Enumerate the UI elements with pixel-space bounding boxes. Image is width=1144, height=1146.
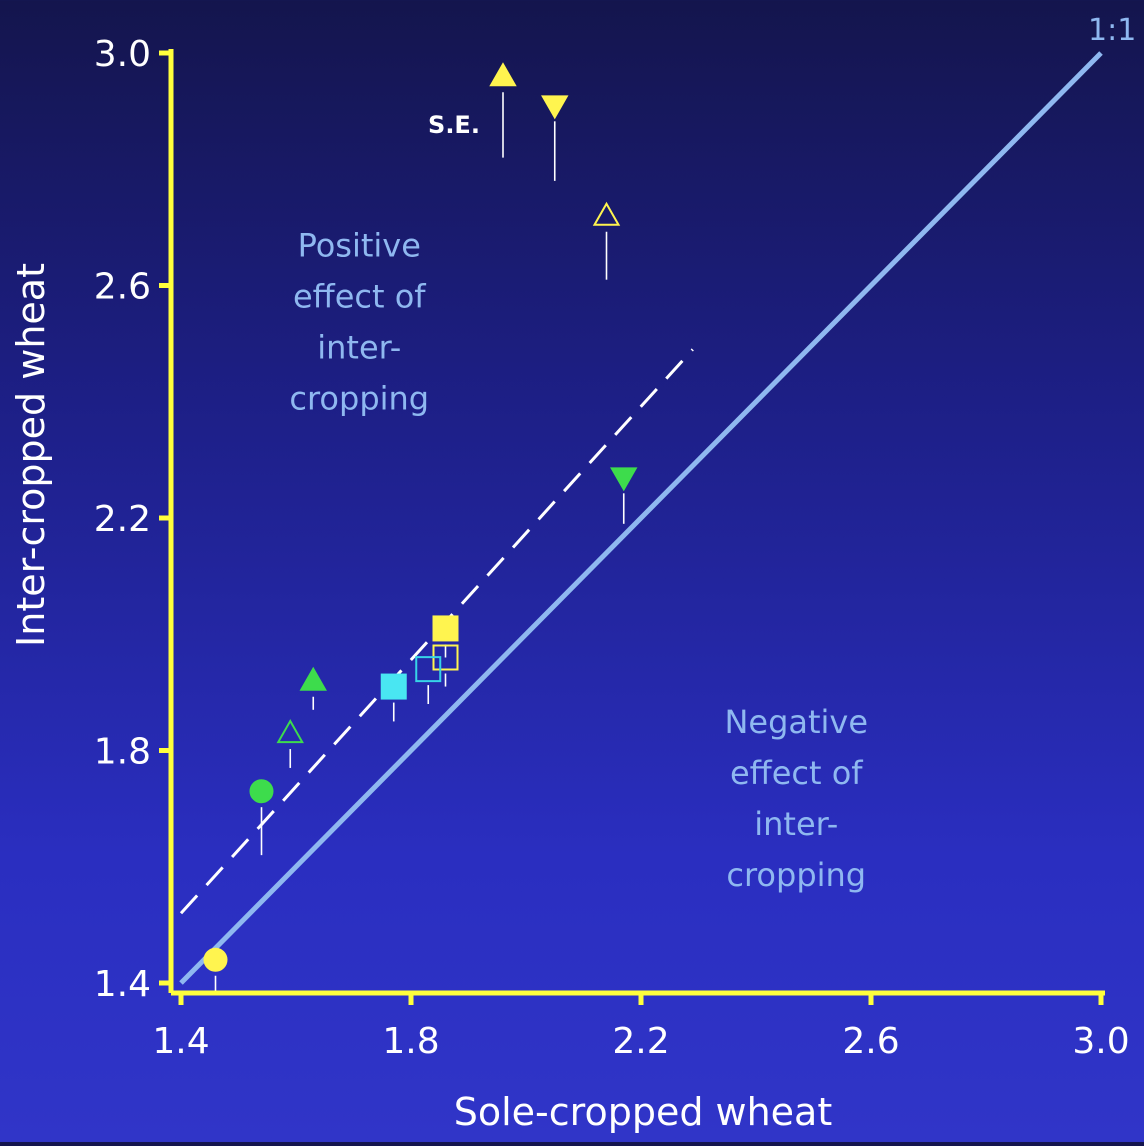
x-axis-label: Sole-cropped wheat (454, 1090, 833, 1134)
x-tick-label: 2.6 (842, 1021, 899, 1062)
data-point-11 (249, 779, 274, 804)
data-point-3 (592, 201, 621, 226)
reference-line-group (179, 51, 1103, 985)
y-tick-label: 1.8 (94, 732, 151, 773)
y-tick-label: 2.2 (94, 499, 151, 540)
one-to-one-line (179, 51, 1103, 985)
one-to-one-label: 1:1 (1088, 13, 1136, 48)
data-point-5 (432, 615, 459, 642)
data-point-4 (610, 467, 638, 492)
y-tick-label: 3.0 (94, 34, 151, 75)
y-axis-label: Inter-cropped wheat (9, 263, 53, 647)
annotations-group: Positive effect of inter-cropping Negative e… (289, 226, 868, 894)
axes-group (159, 49, 1105, 1005)
x-tick-label: 3.0 (1072, 1021, 1129, 1062)
x-tick-label: 1.8 (382, 1021, 439, 1062)
x-tick-label: 2.2 (612, 1021, 669, 1062)
data-point-2 (541, 95, 569, 120)
data-point-7 (415, 656, 442, 683)
tick-labels-group: 1.4 1.8 2.2 2.6 3.0 1.4 1.8 2.2 2.6 3.0 (94, 34, 1130, 1062)
negative-effect-annotation: Negative effect of inter-cropping (724, 703, 868, 894)
y-tick-label: 2.6 (94, 267, 151, 308)
x-tick-label: 1.4 (152, 1021, 209, 1062)
data-point-9 (299, 666, 327, 691)
data-point-10 (276, 719, 304, 744)
y-tick-label: 1.4 (94, 964, 151, 1005)
data-point-8 (380, 673, 407, 700)
data-point-1 (489, 62, 517, 87)
se-label: S.E. (428, 111, 480, 139)
points-group (203, 62, 638, 972)
positive-effect-annotation: Positive effect of inter-cropping (289, 226, 429, 417)
data-point-12 (203, 947, 228, 972)
